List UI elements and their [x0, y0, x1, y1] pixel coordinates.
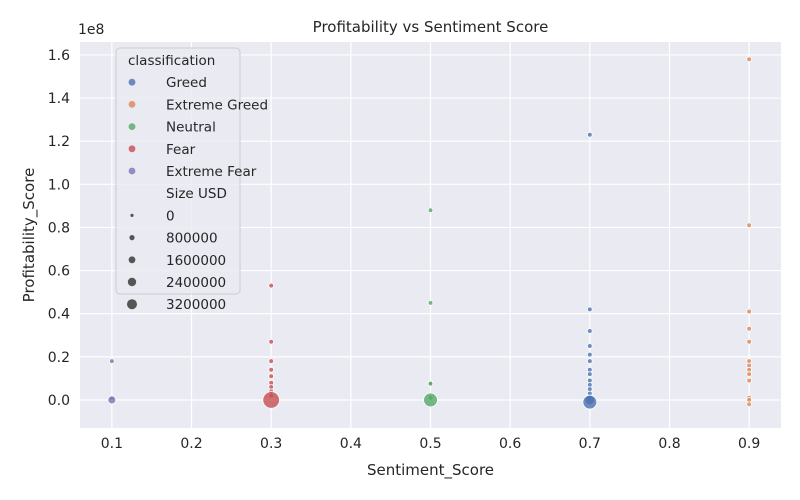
data-point [587, 328, 593, 334]
legend-hue-label: Greed [166, 75, 207, 91]
x-tick-label: 0.9 [738, 436, 760, 452]
data-point [587, 371, 593, 377]
legend-marker [128, 167, 136, 175]
data-point [746, 326, 752, 332]
legend-size-marker [127, 299, 137, 310]
y-tick-label: 0.0 [48, 393, 70, 409]
x-tick-label: 0.2 [180, 436, 202, 452]
y-tick-label: 0.6 [48, 264, 70, 280]
y-tick-label: 1.0 [48, 177, 70, 193]
legend-size-title: Size USD [166, 186, 227, 202]
data-points [107, 56, 752, 410]
x-tick-label: 0.3 [260, 436, 282, 452]
x-tick-label: 0.6 [499, 436, 521, 452]
data-point [268, 338, 274, 345]
legend-marker [128, 145, 136, 153]
legend-box [115, 47, 241, 295]
legend-hue-label: Neutral [166, 120, 216, 136]
x-tick-label: 0.4 [340, 436, 362, 452]
y-axis-label: Profitability_Score [20, 168, 39, 303]
legend-size-items: 0 800000 1600000 2400000 3200000 [127, 208, 226, 313]
data-point [587, 131, 593, 138]
data-point [587, 306, 593, 313]
y-tick-label: 1.2 [48, 134, 70, 150]
y-tick-label: 0.8 [48, 220, 70, 236]
legend-size-label: 1600000 [166, 253, 226, 269]
data-point [746, 222, 752, 229]
legend-hue-label: Fear [166, 142, 196, 158]
data-point [427, 207, 434, 214]
data-point [746, 377, 752, 384]
y-tick-label: 1.6 [48, 48, 70, 64]
legend-marker [128, 123, 136, 130]
data-point [107, 395, 117, 405]
data-point [268, 373, 274, 380]
y-tick-label: 0.2 [48, 350, 70, 366]
legend-hue-title: classification [128, 53, 215, 69]
legend-marker [128, 78, 136, 86]
legend-size-label: 2400000 [166, 275, 226, 291]
chart-title: Profitability vs Sentiment Score [313, 18, 549, 36]
data-point [746, 56, 752, 63]
y-scale-note: 1e8 [78, 22, 104, 38]
legend-size-label: 0 [166, 208, 175, 224]
legend-size-label: 3200000 [166, 297, 226, 313]
data-point [268, 282, 274, 289]
data-point [587, 343, 593, 349]
y-tick-label: 0.4 [48, 307, 70, 323]
legend-hue-items: Greed Extreme Greed Neutral Fear Extreme Fea… [128, 75, 268, 180]
legend-size-marker [129, 235, 135, 241]
legend-size-label: 800000 [166, 231, 218, 247]
data-point [746, 308, 752, 315]
x-tick-label: 0.5 [419, 436, 441, 452]
data-point [268, 366, 274, 373]
legend-hue-label: Extreme Fear [166, 164, 257, 180]
data-point [587, 351, 593, 358]
legend-size-marker [130, 213, 134, 217]
x-tick-labels: 0.1 0.2 0.3 0.4 0.5 0.6 0.7 0.8 0.9 [101, 436, 761, 452]
x-axis-label: Sentiment_Score [367, 461, 494, 480]
data-point [423, 392, 438, 408]
data-point [262, 391, 280, 409]
y-tick-labels: 0.0 0.2 0.4 0.6 0.8 1.0 1.2 1.4 1.6 [48, 48, 70, 409]
legend-size-marker [128, 256, 136, 264]
data-point [746, 371, 752, 377]
legend: classification Greed Extreme Greed Neutral… [115, 47, 268, 313]
data-point [109, 358, 115, 364]
legend-size-marker [127, 277, 137, 287]
legend-marker [128, 101, 136, 108]
legend-hue-label: Extreme Greed [166, 97, 268, 113]
data-point [746, 401, 752, 408]
x-tick-label: 0.8 [658, 436, 680, 452]
data-point [587, 358, 593, 364]
data-point [427, 300, 434, 306]
data-point [746, 338, 752, 345]
data-point [582, 394, 598, 410]
data-point [268, 358, 274, 364]
x-tick-label: 0.1 [101, 436, 123, 452]
y-tick-label: 1.4 [48, 91, 70, 107]
x-tick-label: 0.7 [579, 436, 601, 452]
data-point [427, 380, 434, 387]
